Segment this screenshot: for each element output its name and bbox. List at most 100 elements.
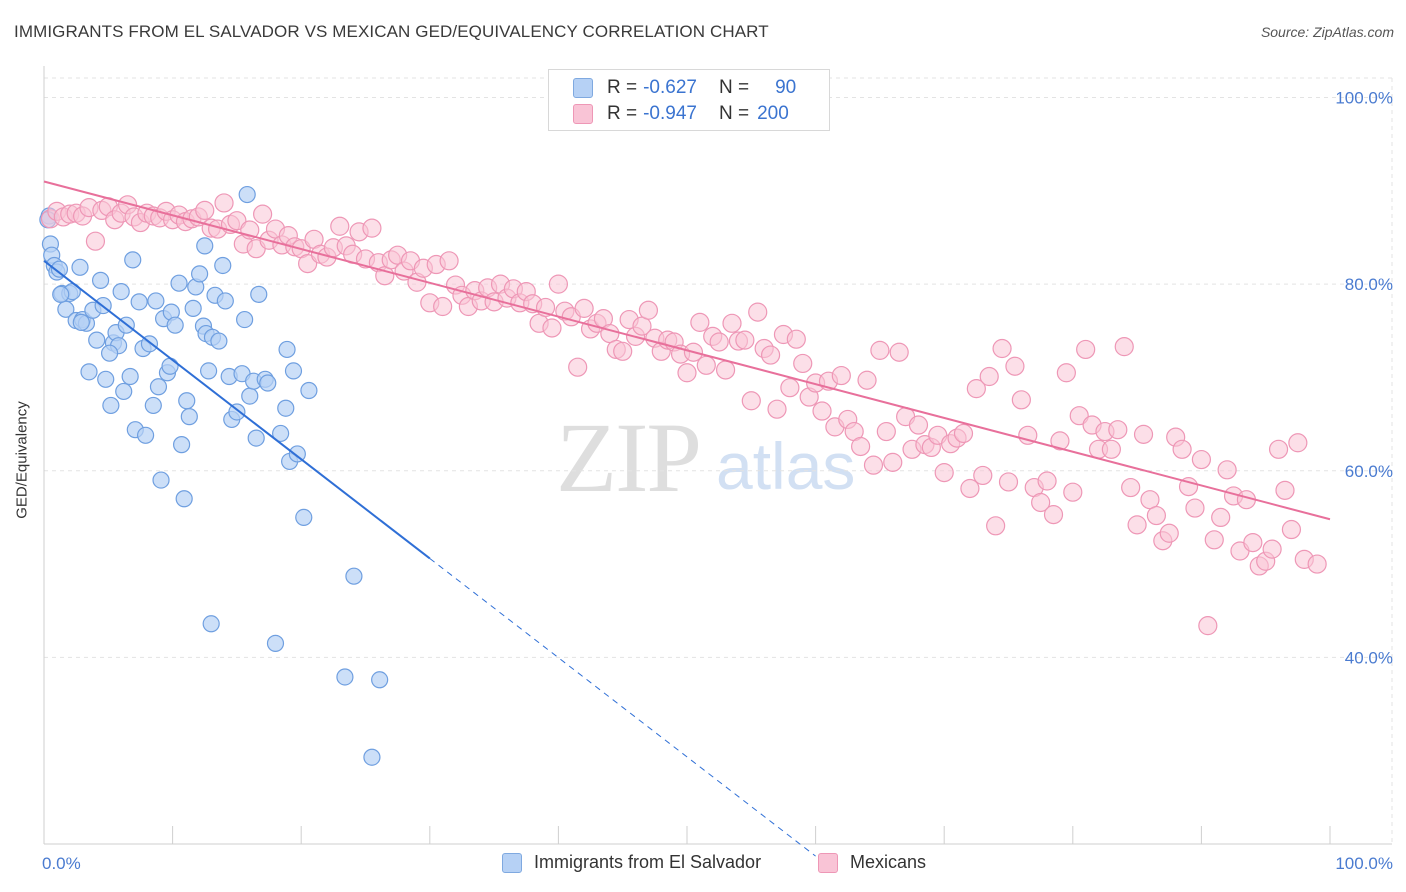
data-point-el-salvador — [272, 424, 290, 443]
legend-item-mexicans[interactable]: Mexicans — [818, 852, 926, 873]
x-tick-label: 100.0% — [1335, 854, 1393, 873]
data-point-mexicans — [1101, 439, 1121, 459]
data-point-mexicans — [1063, 482, 1083, 502]
data-point-mexicans — [793, 353, 813, 374]
data-point-mexicans — [883, 452, 903, 472]
data-point-mexicans — [1076, 339, 1096, 360]
data-point-mexicans — [709, 332, 729, 352]
data-point-mexicans — [1288, 433, 1308, 453]
y-axis-label: GED/Equivalency — [13, 401, 31, 519]
data-point-el-salvador — [152, 471, 170, 489]
data-point-el-salvador — [371, 671, 389, 689]
legend-row-el-salvador: R = -0.627 N = 90 — [573, 77, 796, 99]
n-value: 90 — [775, 77, 797, 98]
data-point-el-salvador — [178, 392, 196, 410]
r-value: -0.947 — [643, 103, 697, 124]
data-point-mexicans — [690, 312, 710, 332]
data-point-mexicans — [1146, 505, 1166, 526]
data-point-mexicans — [1217, 460, 1237, 480]
data-point-mexicans — [1127, 515, 1147, 535]
data-point-el-salvador — [50, 260, 69, 278]
trend-line-el-salvador — [43, 260, 431, 560]
data-point-mexicans — [760, 345, 781, 365]
legend-row-mexicans: R = -0.947 N = 200 — [573, 103, 789, 125]
data-point-el-salvador — [345, 567, 363, 585]
data-point-mexicans — [735, 330, 755, 350]
y-tick-label: 100.0% — [1335, 89, 1393, 108]
data-point-el-salvador — [210, 332, 228, 350]
data-point-mexicans — [548, 274, 569, 294]
data-point-mexicans — [1018, 425, 1038, 445]
data-point-el-salvador — [202, 615, 220, 633]
data-point-el-salvador — [112, 282, 130, 301]
data-point-mexicans — [1268, 439, 1289, 459]
data-point-el-salvador — [295, 508, 313, 527]
data-point-el-salvador — [214, 256, 232, 275]
legend-swatch-pink — [573, 104, 593, 124]
data-point-mexicans — [1031, 492, 1051, 513]
data-point-mexicans — [696, 355, 716, 375]
data-point-mexicans — [1037, 471, 1057, 491]
data-point-mexicans — [433, 296, 453, 317]
data-point-el-salvador — [71, 258, 89, 276]
n-value: 200 — [757, 103, 789, 124]
data-point-el-salvador — [216, 292, 234, 310]
data-point-el-salvador — [200, 362, 218, 380]
data-point-el-salvador — [147, 292, 165, 310]
trend-lines — [43, 180, 1331, 857]
data-point-el-salvador — [72, 313, 90, 331]
data-point-mexicans — [863, 455, 884, 475]
data-point-el-salvador — [130, 293, 148, 311]
y-tick-label: 40.0% — [1345, 648, 1393, 667]
data-point-mexicans — [934, 463, 954, 483]
data-point-el-salvador — [80, 363, 98, 381]
data-point-mexicans — [767, 399, 787, 419]
data-point-mexicans — [715, 360, 736, 380]
data-point-mexicans — [1056, 363, 1076, 383]
data-point-mexicans — [1121, 477, 1141, 498]
data-point-mexicans — [831, 365, 851, 386]
data-point-el-salvador — [173, 436, 191, 454]
data-point-mexicans — [214, 193, 234, 213]
data-point-mexicans — [870, 340, 890, 360]
series-legend: Immigrants from El Salvador Mexicans — [0, 852, 1406, 878]
data-point-el-salvador — [52, 285, 70, 303]
data-point-el-salvador — [196, 237, 214, 255]
data-point-el-salvador — [124, 251, 142, 269]
data-point-el-salvador — [241, 387, 259, 405]
legend-swatch-pink — [818, 852, 838, 873]
data-point-mexicans — [195, 200, 215, 221]
legend-label: Mexicans — [850, 852, 927, 872]
data-point-mexicans — [227, 211, 247, 231]
legend-swatch-blue — [573, 78, 593, 98]
data-point-mexicans — [1275, 480, 1295, 500]
r-label: R = — [607, 103, 638, 124]
data-point-el-salvador — [57, 300, 75, 318]
data-point-mexicans — [780, 378, 800, 398]
data-point-mexicans — [85, 231, 106, 251]
data-point-el-salvador — [166, 316, 184, 334]
watermark-atlas: atlas — [716, 429, 856, 503]
data-point-mexicans — [638, 300, 659, 320]
data-point-mexicans — [568, 357, 588, 377]
source-label: Source: ZipAtlas.com — [1260, 24, 1394, 40]
series-el-salvador-points — [39, 185, 389, 766]
data-point-el-salvador — [300, 381, 318, 400]
data-point-el-salvador — [259, 374, 277, 392]
data-point-mexicans — [362, 218, 382, 238]
n-label: N = — [718, 103, 750, 124]
data-point-mexicans — [542, 318, 562, 338]
data-point-el-salvador — [278, 340, 296, 359]
legend-item-el-salvador[interactable]: Immigrants from El Salvador — [502, 852, 761, 873]
data-point-mexicans — [1043, 505, 1064, 525]
data-point-el-salvador — [180, 408, 198, 426]
data-point-el-salvador — [97, 370, 115, 388]
data-point-el-salvador — [170, 274, 188, 292]
data-point-el-salvador — [288, 445, 306, 463]
data-point-mexicans — [741, 391, 761, 411]
chart-title: IMMIGRANTS FROM EL SALVADOR VS MEXICAN G… — [14, 22, 769, 41]
data-point-mexicans — [1133, 424, 1154, 444]
r-value: -0.627 — [643, 77, 697, 98]
data-point-el-salvador — [228, 403, 246, 421]
data-point-el-salvador — [175, 490, 193, 508]
